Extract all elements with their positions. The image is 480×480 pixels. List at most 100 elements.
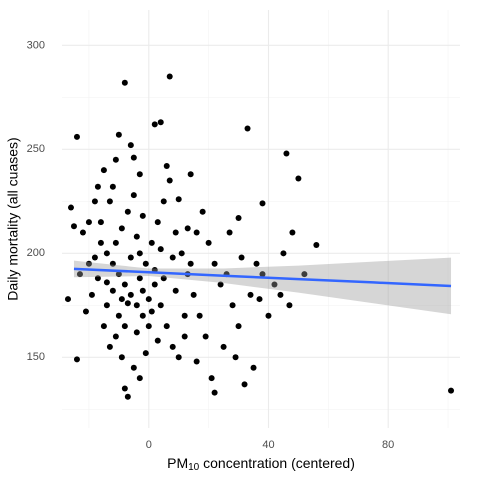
y-tick-label: 150 (27, 351, 45, 363)
point (94, 275, 101, 282)
point (154, 219, 161, 226)
point (181, 312, 188, 319)
y-tick-label: 250 (27, 143, 45, 155)
point (202, 333, 209, 340)
point (127, 254, 134, 261)
point (76, 271, 83, 278)
point (130, 154, 137, 161)
point (196, 312, 203, 319)
x-title-main: PM (167, 455, 188, 471)
point (163, 162, 170, 169)
point (139, 312, 146, 319)
point (157, 302, 164, 309)
point (73, 133, 80, 140)
point (190, 291, 197, 298)
point (109, 260, 116, 267)
point (238, 254, 245, 261)
point (235, 323, 242, 330)
point (100, 323, 107, 330)
point (121, 281, 128, 288)
point (91, 198, 98, 205)
point (85, 219, 92, 226)
point (178, 250, 185, 257)
point (148, 239, 155, 246)
y-tick-label: 200 (27, 247, 45, 259)
point (136, 375, 143, 382)
point (133, 233, 140, 240)
point (160, 198, 167, 205)
point (241, 381, 248, 388)
point (265, 312, 272, 319)
point (118, 225, 125, 232)
point (118, 296, 125, 303)
point (142, 350, 149, 357)
point (208, 375, 215, 382)
fit-line (73, 267, 452, 288)
point (106, 198, 113, 205)
point (160, 275, 167, 282)
point (277, 291, 284, 298)
point (205, 239, 212, 246)
point (184, 225, 191, 232)
point (115, 312, 122, 319)
point (136, 171, 143, 178)
point (211, 260, 218, 267)
point (97, 239, 104, 246)
point (151, 121, 158, 128)
point (145, 323, 152, 330)
point (67, 204, 74, 211)
point (79, 229, 86, 236)
point (172, 287, 179, 294)
point (97, 219, 104, 226)
point (193, 358, 200, 365)
point (103, 250, 110, 257)
point (127, 291, 134, 298)
point (220, 343, 227, 350)
point (199, 208, 206, 215)
point (247, 291, 254, 298)
x-title-rest: concentration (centered) (199, 455, 355, 471)
point (115, 271, 122, 278)
x-tick-label: 80 (382, 439, 394, 451)
point (172, 229, 179, 236)
point (169, 343, 176, 350)
point (109, 287, 116, 294)
point (313, 241, 320, 248)
point (193, 229, 200, 236)
point (169, 254, 176, 261)
point (280, 250, 287, 257)
x-title-subscript: 10 (188, 462, 200, 473)
point (157, 246, 164, 253)
point (295, 175, 302, 182)
point (187, 260, 194, 267)
point (175, 196, 182, 203)
point (73, 356, 80, 363)
point (112, 333, 119, 340)
point (256, 296, 263, 303)
point (154, 337, 161, 344)
point (175, 354, 182, 361)
point (115, 131, 122, 138)
point (226, 229, 233, 236)
point (145, 296, 152, 303)
point (235, 214, 242, 221)
point (217, 281, 224, 288)
point (163, 323, 170, 330)
point (91, 254, 98, 261)
point (286, 302, 293, 309)
point (70, 223, 77, 230)
point (289, 229, 296, 236)
point (64, 296, 71, 303)
point (136, 275, 143, 282)
point (136, 250, 143, 257)
point (232, 354, 239, 361)
point (124, 208, 131, 215)
point (133, 329, 140, 336)
point (106, 343, 113, 350)
point (229, 302, 236, 309)
y-tick-label: 300 (27, 39, 45, 51)
point (151, 281, 158, 288)
point (448, 387, 455, 394)
point (139, 212, 146, 219)
point (118, 354, 125, 361)
